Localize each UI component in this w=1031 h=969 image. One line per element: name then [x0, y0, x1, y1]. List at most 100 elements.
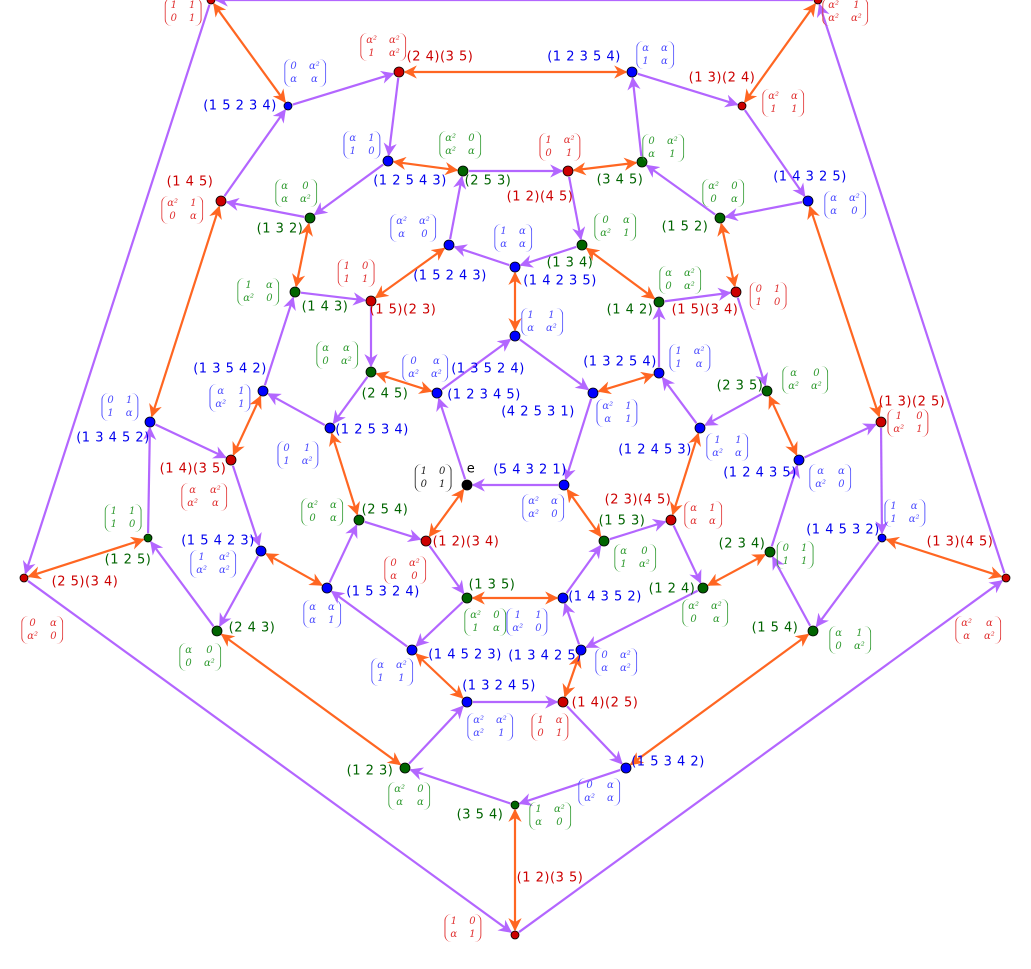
matrix-entry: 1	[500, 226, 507, 237]
vertex-matrix: α α² α² α	[181, 483, 227, 511]
vertex-label: (5 4 3 2 1)	[493, 462, 567, 478]
vertex-label: (1 5 3 4 2)	[631, 754, 705, 770]
generator-a-edge	[771, 556, 812, 627]
matrix-entry: α	[731, 194, 738, 205]
matrix-entry: α	[790, 368, 797, 379]
vertex-matrix: 0 α α² 0	[21, 616, 63, 644]
matrix-entry: 1	[420, 466, 427, 477]
generator-b-edge	[213, 2, 286, 104]
matrix-entry: α²	[546, 323, 557, 334]
vertex	[697, 582, 709, 594]
matrix-entry: 0	[835, 641, 842, 652]
matrix-entry: α	[817, 466, 824, 477]
generator-a-edge	[300, 291, 367, 306]
vertex	[457, 165, 469, 177]
generator-a-edge	[449, 175, 467, 240]
generator-a-edge	[568, 176, 586, 241]
matrix-entry: 1	[669, 149, 676, 160]
matrix-entry: 1	[343, 261, 350, 272]
matrix-entry: α²	[828, 0, 839, 11]
matrix-entry: α²	[984, 631, 995, 642]
vertex-label: (1 5)(2 3)	[369, 302, 437, 318]
matrix-entry: α	[830, 206, 837, 217]
vertex	[365, 366, 377, 378]
generator-a-edge	[637, 72, 739, 108]
matrix-entry: 1	[514, 610, 521, 621]
vertex-label: (1 4 2)	[606, 302, 654, 318]
vertex-matrix: 0 1 1 0	[749, 282, 787, 310]
matrix-entry: α²	[851, 13, 862, 24]
matrix-entry: α²	[219, 552, 230, 563]
generator-a-edge	[332, 376, 369, 425]
matrix-entry: 0	[185, 658, 192, 669]
matrix-entry: α²	[849, 193, 860, 204]
matrix-entry: 0	[774, 297, 781, 308]
vertex	[215, 195, 227, 207]
matrix-entry: α²	[204, 658, 215, 669]
matrix-entry: 1	[110, 506, 117, 517]
vertex-matrix: 0 α² α 1	[642, 134, 684, 162]
matrix-entry: 1	[450, 916, 457, 927]
generator-a-edge	[292, 70, 395, 106]
matrix-entry: 1	[755, 297, 762, 308]
matrix-entry: α²	[196, 565, 207, 576]
vertex-label: (1 2 3 4 5)	[447, 387, 521, 403]
matrix-entry: 0	[916, 411, 923, 422]
vertex-label: (1 3 2 5 4)	[583, 354, 657, 370]
matrix-entry: α	[390, 571, 397, 582]
matrix-entry: 0	[169, 211, 176, 222]
vertex	[620, 762, 632, 774]
vertex-label: (1 2 4)	[648, 581, 696, 597]
matrix-entry: α	[963, 631, 970, 642]
vertex-matrix: α² α 0 α	[301, 498, 343, 526]
matrix-entry: α	[217, 386, 225, 397]
matrix-entry: α²	[470, 610, 481, 621]
matrix-entry: 1	[472, 623, 479, 634]
matrix-entry: 1	[283, 456, 290, 467]
matrix-entry: 0	[368, 146, 375, 157]
vertex-label: (2 3)(4 5)	[604, 492, 672, 508]
matrix-entry: 0	[439, 466, 446, 477]
matrix-entry: 0	[710, 194, 717, 205]
matrix-entry: 0	[838, 479, 845, 490]
vertex-label: (2 3 4)	[718, 536, 766, 552]
generator-b-edge	[597, 371, 655, 395]
matrix-entry: α	[343, 343, 350, 354]
vertex-label: (2 4 3)	[228, 620, 276, 636]
vertex-label: (2 4)(3 5)	[406, 49, 474, 65]
vertex-matrix: 0 1 1 α²	[277, 441, 319, 469]
generator-a-edge	[875, 427, 889, 535]
matrix-entry: 1	[349, 146, 356, 157]
generator-a-edge	[585, 589, 699, 649]
matrix-entry: α²	[828, 13, 839, 24]
vertex	[730, 286, 742, 298]
vertex	[714, 212, 726, 224]
vertex-matrix: α 1 0 α²	[829, 626, 871, 654]
vertex-matrix: α α α² 0	[809, 464, 851, 492]
vertex	[877, 533, 887, 543]
matrix-entry: α²	[431, 369, 442, 380]
matrix-entry: 1	[198, 552, 205, 563]
matrix-entry: α	[500, 239, 507, 250]
matrix-entry: 0	[731, 181, 738, 192]
vertex-matrix: α α² 1 1	[371, 658, 413, 686]
generator-a-edge	[743, 109, 806, 198]
generator-a-edge	[566, 705, 623, 765]
matrix-entry: α²	[408, 369, 419, 380]
matrix-entry: α²	[167, 198, 178, 209]
matrix-entry: 0	[556, 817, 563, 828]
vertex-matrix: α² 0 α² α	[439, 131, 481, 159]
matrix-entry: 0	[410, 356, 417, 367]
vertex-matrix: α² α² 1 α²	[360, 33, 406, 61]
vertex-matrix: 1 1 α² 0	[506, 608, 548, 636]
generator-a-edge	[672, 524, 702, 584]
vertex-label: (1 3 5 4 2)	[193, 361, 267, 377]
matrix-entry: α	[190, 211, 197, 222]
vertex-matrix: 1 1 α α²	[521, 308, 563, 336]
vertex	[143, 533, 153, 543]
generator-b-edge	[885, 536, 1003, 580]
